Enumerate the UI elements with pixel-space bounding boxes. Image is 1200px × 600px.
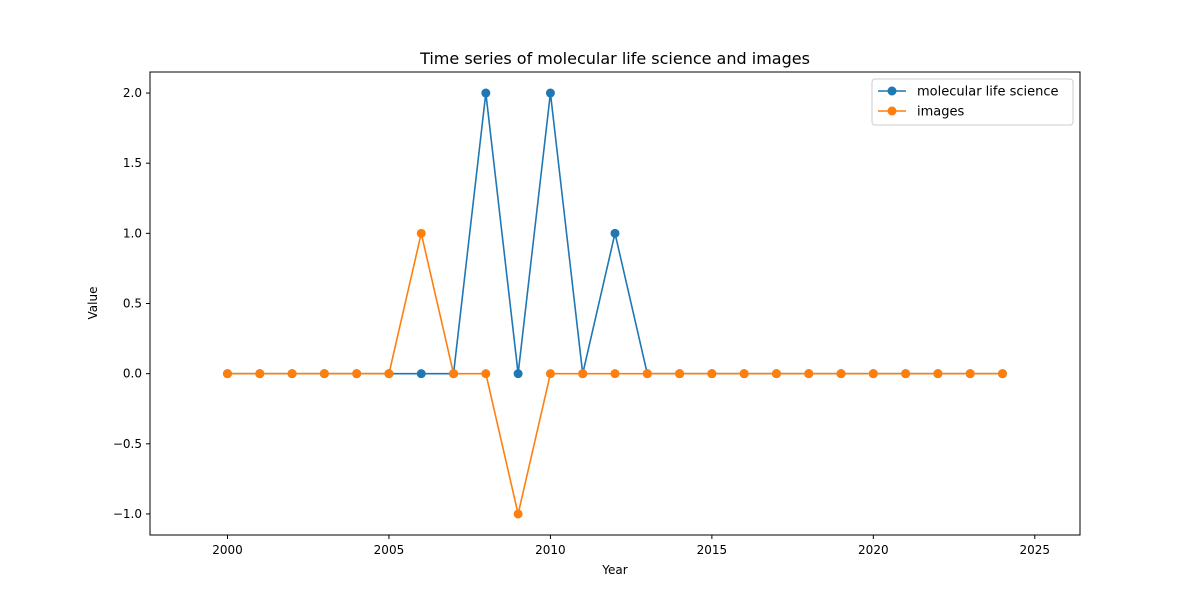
x-tick-label: 2015 [697, 543, 728, 557]
y-tick-label: 1.5 [123, 156, 142, 170]
data-point-1-18 [804, 369, 814, 379]
data-point-0-9 [513, 369, 523, 379]
data-point-1-17 [771, 369, 781, 379]
legend: molecular life science images [871, 78, 1074, 126]
data-point-1-9 [513, 509, 523, 519]
legend-label-1: images [917, 105, 964, 120]
y-tick-label: −0.5 [113, 437, 142, 451]
data-point-1-12 [610, 369, 620, 379]
data-point-0-10 [545, 88, 555, 98]
data-point-1-7 [449, 369, 459, 379]
data-point-1-10 [545, 369, 555, 379]
legend-marker-1 [887, 106, 897, 116]
y-tick-label: −1.0 [113, 507, 142, 521]
data-point-1-14 [675, 369, 685, 379]
data-point-1-11 [578, 369, 588, 379]
x-tick-label: 2020 [858, 543, 889, 557]
data-point-0-12 [610, 228, 620, 238]
data-point-1-19 [836, 369, 846, 379]
data-point-1-24 [998, 369, 1007, 379]
chart-title: Time series of molecular life science an… [419, 49, 810, 68]
x-tick-label: 2025 [1020, 543, 1051, 557]
x-axis-label: Year [601, 563, 627, 577]
data-point-1-16 [739, 369, 749, 379]
data-point-0-8 [481, 88, 491, 98]
plot-area: 2000 2005 2010 2015 2020 2025 −1.0 −0.5 0.0 0.5 1.… [113, 71, 1081, 557]
data-point-1-22 [933, 369, 943, 379]
data-point-1-8 [481, 369, 491, 379]
x-tick-label: 2005 [374, 543, 405, 557]
legend-label-0: molecular life science [917, 85, 1059, 100]
data-point-1-13 [642, 369, 652, 379]
data-point-1-20 [868, 369, 878, 379]
data-point-1-2 [287, 369, 297, 379]
x-tick-label: 2010 [535, 543, 566, 557]
data-point-1-21 [901, 369, 911, 379]
data-point-1-5 [384, 369, 394, 379]
data-point-1-3 [319, 369, 329, 379]
legend-box [871, 78, 1074, 126]
y-tick-label: 0.0 [123, 367, 142, 381]
data-point-1-23 [965, 369, 975, 379]
data-point-1-4 [352, 369, 362, 379]
data-point-0-6 [416, 369, 426, 379]
y-tick-label: 2.0 [123, 86, 142, 100]
y-axis-label: Value [86, 287, 100, 320]
x-tick-label: 2000 [212, 543, 243, 557]
data-point-1-1 [255, 369, 265, 379]
y-tick-label: 0.5 [123, 297, 142, 311]
data-point-1-6 [416, 228, 426, 238]
data-point-1-15 [707, 369, 717, 379]
y-tick-label: 1.0 [123, 226, 142, 240]
legend-marker-0 [887, 86, 897, 96]
data-point-1-0 [223, 369, 232, 379]
